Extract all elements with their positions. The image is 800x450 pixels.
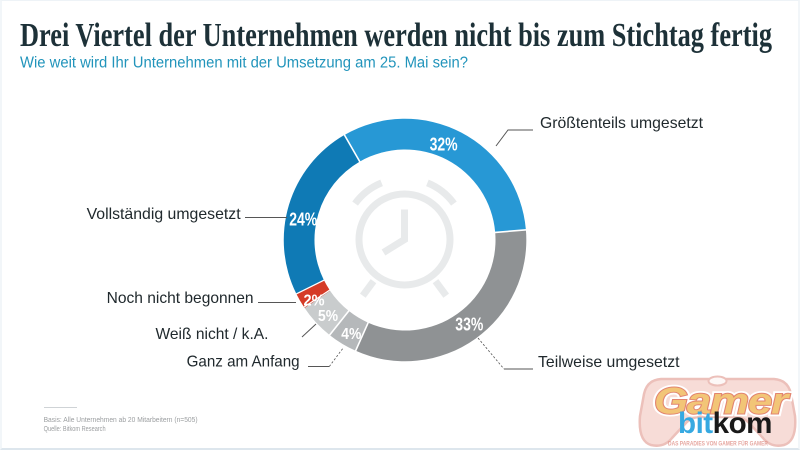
svg-text:24%: 24%: [289, 210, 317, 230]
svg-text:DAS PARADIES VON GAMER FÜR GAM: DAS PARADIES VON GAMER FÜR GAMER: [668, 439, 768, 448]
svg-text:Teilweise umgesetzt: Teilweise umgesetzt: [538, 354, 680, 371]
svg-text:Ganz am Anfang: Ganz am Anfang: [187, 354, 300, 371]
svg-text:Noch nicht begonnen: Noch nicht begonnen: [107, 290, 254, 307]
svg-text:4%: 4%: [341, 326, 361, 343]
svg-text:32%: 32%: [430, 135, 458, 155]
svg-text:Größtenteils umgesetzt: Größtenteils umgesetzt: [540, 115, 704, 132]
svg-text:bitkom: bitkom: [678, 407, 772, 440]
svg-text:Gamer: Gamer: [654, 381, 791, 422]
svg-text:Wie weit wird Ihr Unternehmen: Wie weit wird Ihr Unternehmen mit der Um…: [20, 55, 468, 72]
svg-text:Vollständig umgesetzt: Vollständig umgesetzt: [87, 206, 242, 223]
svg-text:33%: 33%: [455, 314, 483, 334]
svg-text:Quelle: Bitkom Research: Quelle: Bitkom Research: [44, 426, 106, 433]
svg-text:5%: 5%: [318, 308, 338, 325]
svg-text:Gamer: Gamer: [654, 381, 791, 422]
svg-text:Weiß nicht / k.A.: Weiß nicht / k.A.: [156, 326, 269, 343]
svg-text:Basis: Alle Unternehmen ab 20: Basis: Alle Unternehmen ab 20 Mitarbeite…: [44, 417, 198, 424]
svg-text:2%: 2%: [304, 293, 325, 310]
svg-text:Drei Viertel der Unternehmen w: Drei Viertel der Unternehmen werden nich…: [20, 17, 772, 54]
